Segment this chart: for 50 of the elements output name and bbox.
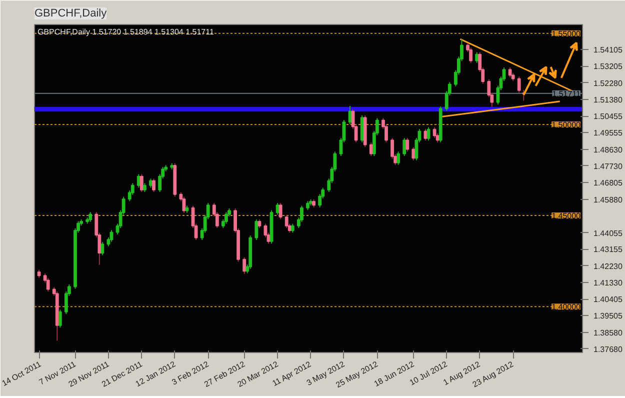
candlestick: [152, 178, 156, 193]
y-tick-label: 1.43155: [594, 245, 623, 254]
candlestick: [406, 137, 410, 152]
candlestick: [424, 128, 428, 142]
candlestick: [88, 212, 92, 222]
y-tick-label: 1.46805: [594, 178, 623, 188]
y-tick-label: 1.53205: [594, 62, 623, 72]
candlestick: [402, 137, 406, 156]
ref-line-label: 1.51711: [552, 89, 582, 98]
candlestick: [140, 174, 144, 193]
ref-line-label: 1.40000: [552, 302, 582, 312]
candlestick: [254, 218, 258, 240]
chart-title: GBPCHF,Daily: [34, 8, 108, 20]
candlestick: [136, 174, 140, 188]
y-tick-label: 1.54105: [594, 46, 623, 55]
candlestick: [426, 126, 430, 142]
candlestick: [396, 151, 400, 166]
candlestick: [182, 196, 186, 214]
candlestick: [224, 212, 228, 224]
candlestick: [348, 105, 352, 125]
candlestick: [46, 278, 50, 292]
candlestick: [369, 142, 373, 156]
candlestick: [278, 202, 282, 220]
y-tick-label: 1.44055: [594, 228, 623, 238]
y-tick-label: 1.45880: [594, 196, 623, 205]
y-tick-label: 1.51380: [594, 95, 623, 104]
candlestick: [508, 66, 512, 78]
candlestick: [58, 309, 62, 328]
y-tick-label: 1.49555: [594, 128, 623, 138]
y-tick-label: 1.38580: [594, 328, 623, 338]
candlestick: [242, 256, 246, 274]
y-tick-label: 1.37680: [594, 344, 623, 354]
y-tick-label: 1.41330: [594, 278, 623, 288]
y-tick-label: 1.39505: [594, 312, 623, 321]
y-tick-label: 1.40405: [594, 295, 623, 304]
candlestick: [469, 47, 472, 64]
y-tick-label: 1.48630: [594, 145, 623, 154]
ref-line-label: 1.45000: [552, 212, 582, 221]
y-tick-label: 1.42230: [594, 262, 623, 271]
candlestick: [100, 241, 104, 256]
y-tick-label: 1.52280: [594, 78, 623, 88]
y-tick-label: 1.50455: [594, 112, 623, 122]
ref-line-label: 1.50000: [552, 120, 582, 130]
candlestick: [517, 76, 521, 94]
ref-line-label: 1.55000: [552, 29, 582, 38]
candlestick: [276, 202, 280, 216]
candlestick: [284, 214, 288, 229]
y-tick-label: 1.47730: [594, 162, 623, 171]
chart-subtitle: GBPCHF,Daily 1.51720 1.51894 1.51304 1.51711: [38, 28, 214, 36]
candlestick: [432, 126, 436, 138]
